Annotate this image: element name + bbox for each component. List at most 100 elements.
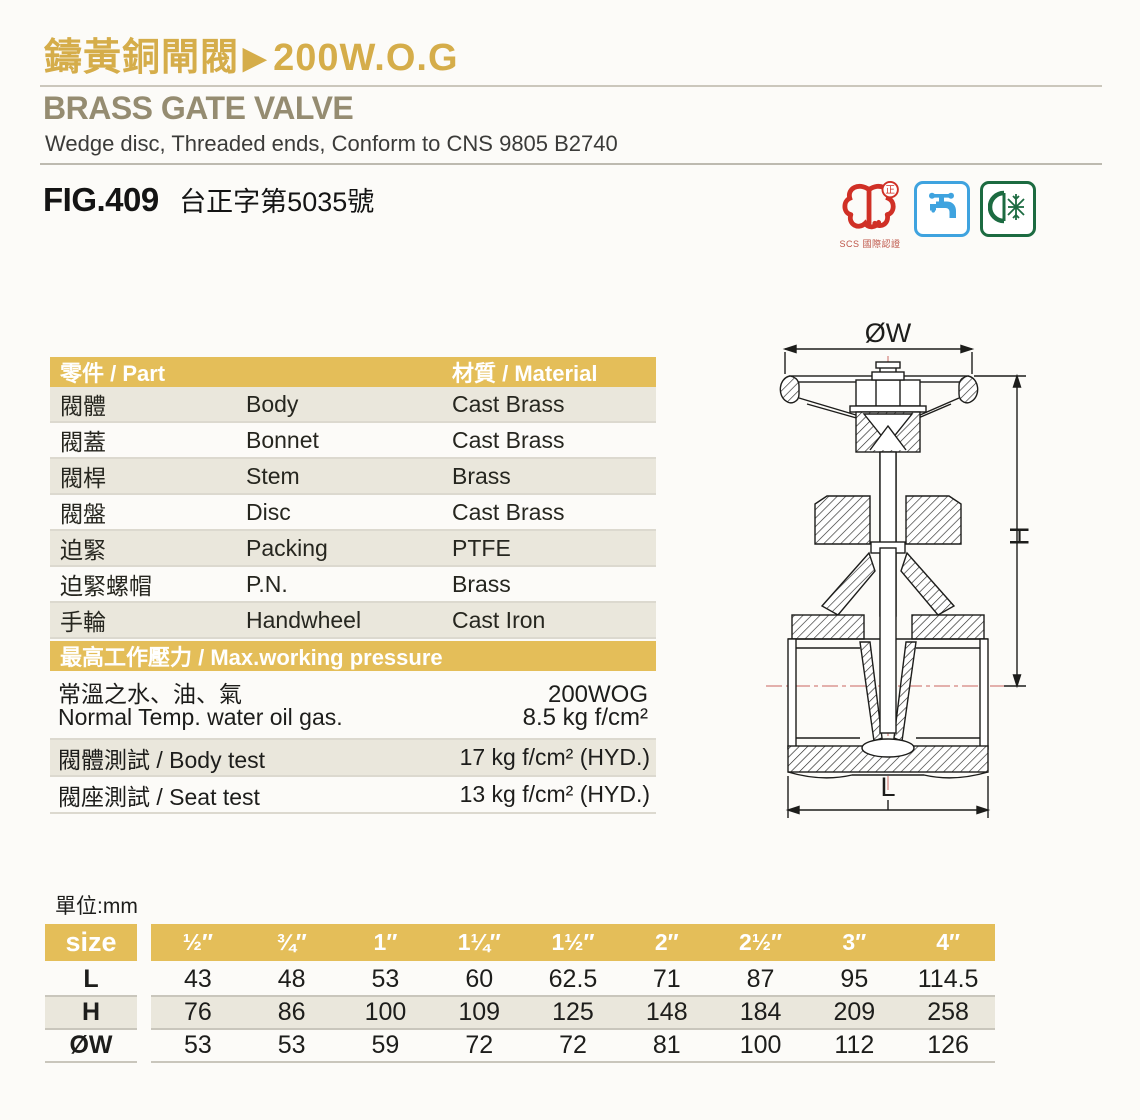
parts-table: 零件 / Part 材質 / Material 閥體 Body Cast Bra… xyxy=(50,357,656,639)
part-en: P.N. xyxy=(246,570,288,597)
divider-subtitle xyxy=(40,163,1102,165)
page-title: 鑄黃銅閘閥 ▶ 200W.O.G xyxy=(44,26,459,81)
dim-value: 100 xyxy=(739,1031,782,1059)
dim-value: 76 xyxy=(183,998,212,1026)
table-row: 閥盤 Disc Cast Brass xyxy=(50,495,656,531)
size-col: ½″ xyxy=(182,929,213,955)
body-test-value: 17 kg f/cm² (HYD.) xyxy=(459,744,650,770)
page-title-model: 200W.O.G xyxy=(273,37,459,79)
part-cn: 迫緊螺帽 xyxy=(60,573,152,599)
unit-label: 單位:mm xyxy=(55,895,138,918)
dim-value: 114.5 xyxy=(917,965,979,993)
size-col: 1½″ xyxy=(551,929,595,955)
table-row: 手輪 Handwheel Cast Iron xyxy=(50,603,656,639)
part-cn: 閥盤 xyxy=(60,501,106,527)
table-row-H: H 76 86 100 109 125 148 184 209 258 xyxy=(45,997,995,1030)
part-material: Cast Brass xyxy=(452,390,565,417)
size-col: 1¼″ xyxy=(457,929,501,955)
dimension-label-l: L xyxy=(880,772,895,802)
dimension-label-h: H xyxy=(1004,526,1034,546)
normal-temp-value2: 8.5 kg f/cm² xyxy=(522,704,648,731)
faucet-icon xyxy=(922,187,962,232)
part-material: PTFE xyxy=(452,534,511,561)
dim-value: 53 xyxy=(277,1031,306,1059)
dim-value: 125 xyxy=(552,998,594,1026)
part-en: Packing xyxy=(246,534,328,561)
part-material: Cast Brass xyxy=(452,498,565,525)
dim-value: 87 xyxy=(746,965,775,993)
part-cn: 閥體 xyxy=(60,393,106,419)
dim-value: 81 xyxy=(652,1031,681,1059)
parts-table-header: 零件 / Part 材質 / Material xyxy=(50,357,656,387)
dim-value: 43 xyxy=(183,965,212,993)
seat-test-value: 13 kg f/cm² (HYD.) xyxy=(459,781,650,807)
cns-mark-icon: 正 xyxy=(840,181,900,235)
size-col: 1″ xyxy=(373,929,398,955)
table-row-OW: ØW 53 53 59 72 72 81 100 112 126 xyxy=(45,1030,995,1063)
body-test-row: 閥體測試 / Body test 17 kg f/cm² (HYD.) xyxy=(50,740,656,777)
pressure-header: 最高工作壓力 / Max.working pressure xyxy=(50,641,656,671)
part-en: Stem xyxy=(246,462,300,489)
dim-value: 109 xyxy=(458,998,501,1026)
product-name: BRASS GATE VALVE xyxy=(43,90,354,126)
normal-temp-en: Normal Temp. water oil gas. xyxy=(58,704,343,730)
size-col: 4″ xyxy=(936,929,961,955)
dim-value: 112 xyxy=(834,1031,875,1059)
certificate-number: 台正字第5035號 xyxy=(179,187,375,217)
size-col: ¾″ xyxy=(276,929,307,955)
page-title-cn: 鑄黃銅閘閥 xyxy=(44,37,240,79)
dim-value: 258 xyxy=(927,998,969,1026)
part-en: Body xyxy=(246,390,299,417)
size-col: 2½″ xyxy=(739,929,783,955)
table-row-L: L 43 48 53 60 62.5 71 87 95 114.5 xyxy=(45,964,995,997)
dim-value: 184 xyxy=(739,998,782,1026)
part-material: Brass xyxy=(452,462,511,489)
table-row: 閥蓋 Bonnet Cast Brass xyxy=(50,423,656,459)
cns-mark-label: SCS 國際認證 xyxy=(839,239,901,249)
svg-text:正: 正 xyxy=(885,185,895,196)
part-material: Brass xyxy=(452,570,511,597)
energy-certification-badge xyxy=(980,181,1036,237)
certification-icons: 正 SCS 國際認證 xyxy=(836,181,1036,250)
dim-value: 100 xyxy=(364,998,407,1026)
energy-snowflake-icon xyxy=(987,187,1028,232)
part-cn: 閥蓋 xyxy=(60,429,106,455)
parts-header-part: 零件 / Part xyxy=(60,361,166,386)
table-row: 閥體 Body Cast Brass xyxy=(50,387,656,423)
dim-value: 53 xyxy=(371,965,400,993)
row-label: H xyxy=(45,997,137,1030)
part-material: Cast Iron xyxy=(452,606,546,633)
size-table-header: size ½″ ¾″ 1″ 1¼″ 1½″ 2″ 2½″ 3″ 4″ xyxy=(45,924,995,961)
dim-value: 72 xyxy=(465,1031,494,1059)
size-table: size ½″ ¾″ 1″ 1¼″ 1½″ 2″ 2½″ 3″ 4″ L 43 … xyxy=(45,924,995,1063)
normal-temp-cn: 常溫之水、油、氣 xyxy=(58,681,242,707)
seat-test-label: 閥座測試 / Seat test xyxy=(58,783,260,810)
dim-value: 71 xyxy=(652,965,681,993)
dim-value: 209 xyxy=(833,998,876,1026)
size-col: 3″ xyxy=(842,929,867,955)
dim-value: 86 xyxy=(277,998,306,1026)
size-header-cell: size xyxy=(45,924,137,961)
part-cn: 迫緊 xyxy=(60,537,106,563)
water-certification-badge xyxy=(914,181,970,237)
figure-number: FIG.409 xyxy=(43,181,159,218)
table-row: 閥桿 Stem Brass xyxy=(50,459,656,495)
dim-value: 48 xyxy=(277,965,306,993)
pressure-section: 最高工作壓力 / Max.working pressure 常溫之水、油、氣 2… xyxy=(50,641,656,814)
dim-value: 53 xyxy=(183,1031,212,1059)
dim-value: 148 xyxy=(645,998,688,1026)
cns-mark: 正 SCS 國際認證 xyxy=(836,181,904,250)
size-header-values: ½″ ¾″ 1″ 1¼″ 1½″ 2″ 2½″ 3″ 4″ xyxy=(151,924,995,961)
seat-test-row: 閥座測試 / Seat test 13 kg f/cm² (HYD.) xyxy=(50,777,656,814)
row-label: ØW xyxy=(45,1030,137,1063)
dim-value: 126 xyxy=(927,1031,969,1059)
normal-temp-row: 常溫之水、油、氣 200WOG Normal Temp. water oil g… xyxy=(50,671,656,740)
part-en: Handwheel xyxy=(246,606,362,633)
valve-technical-drawing: ØW H L xyxy=(752,318,1052,831)
dim-value: 62.5 xyxy=(548,965,598,993)
part-en: Bonnet xyxy=(246,426,319,453)
dimension-label-ow: ØW xyxy=(865,318,912,348)
dim-value: 72 xyxy=(559,1031,587,1059)
part-material: Cast Brass xyxy=(452,426,565,453)
